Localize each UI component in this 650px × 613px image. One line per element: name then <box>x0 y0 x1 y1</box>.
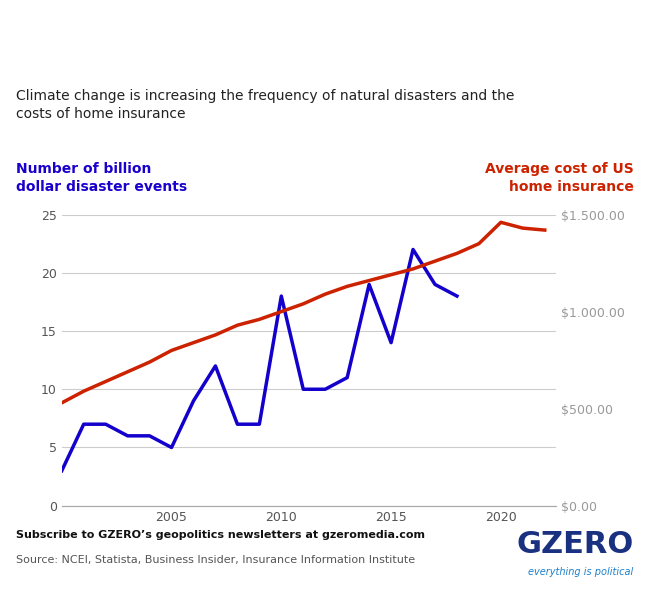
Text: Climate change is increasing the frequency of natural disasters and the
costs of: Climate change is increasing the frequen… <box>16 89 515 121</box>
Text: Number of billion
dollar disaster events: Number of billion dollar disaster events <box>16 162 187 194</box>
Text: GZERO: GZERO <box>517 530 634 559</box>
Text: Subscribe to GZERO’s geopolitics newsletters at gzeromedia.com: Subscribe to GZERO’s geopolitics newslet… <box>16 530 425 540</box>
Text: Source: NCEI, Statista, Business Insider, Insurance Information Institute: Source: NCEI, Statista, Business Insider… <box>16 555 415 565</box>
Text: Average cost of US
home insurance: Average cost of US home insurance <box>485 162 634 194</box>
Text: The rising (insurance) costs of climate change: The rising (insurance) costs of climate … <box>16 28 650 51</box>
Text: everything is political: everything is political <box>528 567 634 577</box>
